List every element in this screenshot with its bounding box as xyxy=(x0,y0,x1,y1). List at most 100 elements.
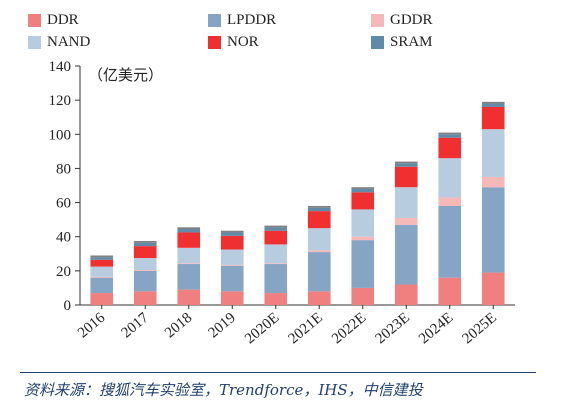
bar-segment-sram xyxy=(133,242,157,247)
bar-segment-nand xyxy=(177,247,201,264)
bar-segment-nor xyxy=(351,192,375,210)
y-tick-label: 80 xyxy=(56,161,71,177)
bar-segment-nand xyxy=(264,244,288,264)
bar-segment-nor xyxy=(438,137,462,159)
bar-segment-sram xyxy=(351,188,375,193)
y-tick-label: 0 xyxy=(64,298,72,314)
bar-segment-other xyxy=(177,227,201,230)
bar-segment-gddr xyxy=(220,264,244,266)
y-unit-label: （亿美元） xyxy=(88,66,163,84)
bar-segment-lpddr xyxy=(481,187,505,273)
bar-segment-gddr xyxy=(438,197,462,206)
bar-segment-sram xyxy=(394,163,418,167)
x-tick-label: 2020E xyxy=(242,310,282,347)
legend-swatch xyxy=(208,14,221,27)
bar-segment-nor xyxy=(133,246,157,259)
bar-segment-nor xyxy=(220,235,244,250)
bar-segment-ddr xyxy=(133,291,157,305)
bar-segment-lpddr xyxy=(177,264,201,290)
bar-segment-ddr xyxy=(90,293,114,305)
bar-segment-gddr xyxy=(90,276,114,278)
x-tick-label: 2022E xyxy=(329,310,369,347)
bar-segment-nand xyxy=(220,249,244,265)
bar-segment-gddr xyxy=(177,263,201,265)
bar-segment-other xyxy=(307,205,331,208)
legend-item-nand: NAND xyxy=(28,34,90,51)
chart-legend: DDR LPDDR GDDR NAND NOR SRAM xyxy=(28,12,468,56)
x-tick-label: 2023E xyxy=(373,310,413,347)
legend-label: NAND xyxy=(47,34,91,50)
y-tick-label: 100 xyxy=(49,127,72,143)
bar-segment-lpddr xyxy=(133,270,157,292)
bar-segment-ddr xyxy=(438,277,462,305)
bar-segment-sram xyxy=(90,257,114,260)
bar-segment-gddr xyxy=(307,250,331,253)
y-tick-label: 120 xyxy=(49,93,72,109)
bar-segment-sram xyxy=(177,229,201,233)
bar-segment-nand xyxy=(90,266,114,277)
bar-segment-nand xyxy=(394,187,418,218)
bar-segment-sram xyxy=(307,207,331,212)
bar-segment-nor xyxy=(307,211,331,229)
legend-swatch xyxy=(371,14,384,27)
bar-segment-sram xyxy=(481,103,505,107)
source-divider xyxy=(20,372,536,373)
bar-segment-lpddr xyxy=(438,205,462,278)
bar-segment-nor xyxy=(177,232,201,248)
legend-label: SRAM xyxy=(390,34,433,50)
bar-segment-other xyxy=(394,161,418,164)
legend-item-sram: SRAM xyxy=(371,34,433,51)
bar-segment-ddr xyxy=(177,289,201,305)
legend-item-lpddr: LPDDR xyxy=(208,12,276,29)
bar-segment-lpddr xyxy=(90,277,114,294)
bar-segment-gddr xyxy=(481,176,505,188)
bar-segment-gddr xyxy=(394,217,418,225)
bar-segment-lpddr xyxy=(351,240,375,288)
x-tick-label: 2021E xyxy=(286,310,326,347)
legend-label: LPDDR xyxy=(227,12,277,28)
bar-segment-ddr xyxy=(481,272,505,305)
y-tick-label: 20 xyxy=(56,264,71,280)
bar-segment-other xyxy=(90,255,114,258)
bar-segment-nor xyxy=(264,230,288,245)
legend-label: DDR xyxy=(47,12,79,28)
y-tick-label: 60 xyxy=(56,196,71,212)
bar-segment-other xyxy=(351,187,375,189)
bar-segment-nor xyxy=(394,166,418,188)
bar-segment-ddr xyxy=(220,291,244,305)
bar-segment-other xyxy=(438,132,462,135)
bar-segment-nand xyxy=(351,209,375,237)
bar-segment-gddr xyxy=(351,236,375,241)
x-tick-label: 2019 xyxy=(206,310,239,342)
bar-segment-other xyxy=(481,101,505,104)
legend-item-ddr: DDR xyxy=(28,12,79,29)
source-note: 资料来源：搜狐汽车实验室，Trendforce，IHS，中信建投 xyxy=(24,381,423,399)
bar-segment-ddr xyxy=(351,287,375,305)
legend-label: NOR xyxy=(227,34,259,50)
bar-segment-ddr xyxy=(307,291,331,305)
bar-segment-gddr xyxy=(133,270,157,271)
bar-segment-sram xyxy=(264,227,288,231)
bar-segment-ddr xyxy=(394,284,418,305)
bar-segment-sram xyxy=(220,232,244,236)
bar-segment-lpddr xyxy=(220,265,244,292)
bar-segment-ddr xyxy=(264,293,288,305)
legend-swatch xyxy=(28,36,41,49)
bar-segment-nand xyxy=(133,258,157,271)
x-tick-label: 2018 xyxy=(162,310,195,342)
x-tick-label: 2017 xyxy=(119,309,153,341)
bar-segment-nor xyxy=(481,106,505,130)
legend-label: GDDR xyxy=(390,12,433,28)
bar-segment-lpddr xyxy=(307,252,331,292)
x-tick-label: 2024E xyxy=(416,310,456,347)
legend-swatch xyxy=(371,36,384,49)
bar-segment-sram xyxy=(438,134,462,138)
bar-segment-other xyxy=(133,240,157,243)
bar-segment-nor xyxy=(90,259,114,267)
bar-segment-other xyxy=(264,225,288,228)
bar-segment-nand xyxy=(438,158,462,198)
y-tick-label: 40 xyxy=(56,230,71,246)
bar-segment-nand xyxy=(307,228,331,251)
legend-swatch xyxy=(28,14,41,27)
